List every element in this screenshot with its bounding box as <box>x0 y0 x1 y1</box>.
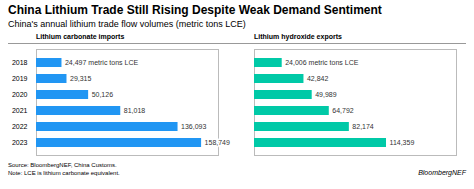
html-text:Lithium hydroxide exports: Lithium hydroxide exports <box>254 33 342 40</box>
svg-text:2022: 2022 <box>12 123 28 130</box>
svg-text:2019: 2019 <box>12 75 28 82</box>
svg-text:29,315: 29,315 <box>70 75 92 82</box>
svg-text:42,842: 42,842 <box>307 75 329 82</box>
svg-text:64,792: 64,792 <box>332 107 354 114</box>
svg-text:114,359: 114,359 <box>390 139 415 146</box>
html-text:China's annual lithium trade f: China's annual lithium trade flow volume… <box>8 19 246 29</box>
svg-text:136,093: 136,093 <box>181 123 206 130</box>
svg-text:2021: 2021 <box>12 107 28 114</box>
html-text:China Lithium Trade Still Risi: China Lithium Trade Still Rising Despite… <box>8 3 382 17</box>
svg-text:81,018: 81,018 <box>124 107 146 114</box>
svg-text:2018: 2018 <box>12 59 28 66</box>
html-text:Lithium carbonate imports: Lithium carbonate imports <box>36 33 125 40</box>
svg-text:49,989: 49,989 <box>315 91 337 98</box>
svg-text:50,126: 50,126 <box>92 91 114 98</box>
svg-text:24,497 metric tons LCE: 24,497 metric tons LCE <box>65 59 138 66</box>
svg-text:82,174: 82,174 <box>352 123 374 130</box>
svg-text:2023: 2023 <box>12 139 28 146</box>
html-text:BloombergNEF: BloombergNEF <box>418 169 466 176</box>
html-text:Source: BloombergNEF, China Cu: Source: BloombergNEF, China Customs. Not… <box>8 162 120 176</box>
svg-text:2020: 2020 <box>12 91 28 98</box>
svg-text:158,749: 158,749 <box>205 139 230 146</box>
svg-text:24,006 metric tons LCE: 24,006 metric tons LCE <box>285 59 358 66</box>
